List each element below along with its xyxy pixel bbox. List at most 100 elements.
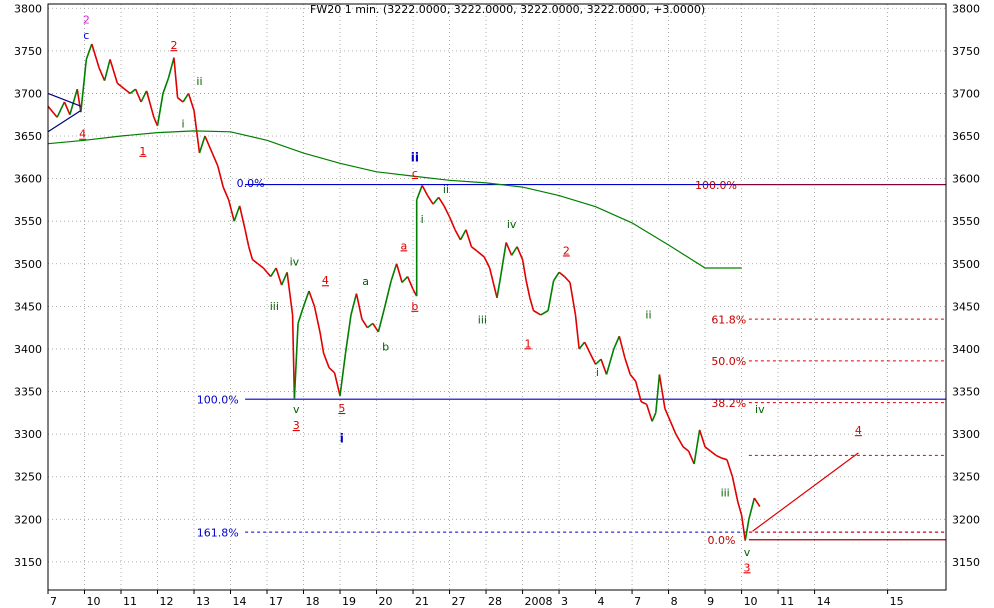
price-segment bbox=[540, 309, 549, 316]
y-tick-label-left: 3450 bbox=[14, 300, 42, 313]
price-segment bbox=[233, 205, 241, 222]
price-segment bbox=[182, 93, 190, 103]
y-tick-label-right: 3150 bbox=[952, 556, 980, 569]
price-segment bbox=[322, 352, 330, 368]
price-segment bbox=[177, 97, 184, 103]
price-segment bbox=[533, 309, 542, 316]
price-segment bbox=[63, 101, 71, 116]
price-segment bbox=[664, 408, 672, 422]
price-segment bbox=[629, 374, 637, 382]
price-segment bbox=[361, 318, 369, 329]
price-segment bbox=[286, 272, 294, 315]
price-segment bbox=[280, 271, 288, 286]
x-tick-label: 10 bbox=[87, 595, 101, 608]
wave-label: ii bbox=[196, 75, 202, 88]
y-tick-label-left: 3700 bbox=[14, 87, 42, 100]
price-segment bbox=[339, 353, 347, 396]
price-segment bbox=[350, 293, 358, 316]
price-segment bbox=[328, 367, 336, 374]
price-segment bbox=[748, 497, 756, 520]
y-tick-label-right: 3750 bbox=[952, 45, 980, 58]
price-segment bbox=[525, 280, 531, 299]
price-segment bbox=[406, 276, 414, 290]
price-segment bbox=[589, 352, 597, 365]
x-tick-label: 2008 bbox=[525, 595, 553, 608]
price-segment bbox=[499, 242, 507, 277]
price-segment bbox=[116, 82, 126, 90]
wave-label: ii bbox=[645, 308, 651, 321]
price-segment bbox=[682, 446, 690, 452]
wave-label: 161.8% bbox=[197, 526, 239, 539]
y-tick-label-right: 3650 bbox=[952, 130, 980, 143]
x-tick-label: 18 bbox=[306, 595, 320, 608]
y-tick-label-right: 3200 bbox=[952, 513, 980, 526]
price-segment bbox=[669, 421, 677, 435]
price-segment bbox=[737, 502, 743, 516]
price-segment bbox=[193, 110, 201, 154]
x-tick-label: 4 bbox=[598, 595, 605, 608]
y-tick-label-right: 3600 bbox=[952, 173, 980, 186]
price-segment bbox=[415, 185, 423, 201]
x-tick-label: 11 bbox=[123, 595, 137, 608]
x-tick-label: 19 bbox=[342, 595, 356, 608]
trend-line bbox=[752, 452, 859, 532]
price-segment bbox=[613, 335, 621, 350]
price-segment bbox=[248, 246, 254, 260]
wave-label: 3 bbox=[744, 561, 751, 574]
grid bbox=[47, 4, 946, 590]
price-segment bbox=[687, 450, 695, 465]
wave-label: 38.2% bbox=[711, 397, 746, 410]
price-segment bbox=[563, 276, 571, 284]
price-segment bbox=[227, 199, 235, 222]
price-segment bbox=[675, 433, 684, 448]
price-segment bbox=[275, 267, 283, 286]
x-tick-label: 9 bbox=[707, 595, 714, 608]
price-segment bbox=[432, 196, 440, 205]
x-tick-label: 7 bbox=[634, 595, 641, 608]
price-segment bbox=[308, 290, 316, 307]
x-tick-label: 14 bbox=[817, 595, 831, 608]
price-segment bbox=[753, 497, 761, 507]
wave-label: a bbox=[362, 275, 369, 288]
y-tick-label-left: 3750 bbox=[14, 45, 42, 58]
price-segment bbox=[173, 57, 179, 98]
y-tick-label-left: 3300 bbox=[14, 428, 42, 441]
price-segment bbox=[483, 256, 491, 269]
price-segment bbox=[216, 165, 224, 188]
price-segment bbox=[372, 322, 380, 333]
y-tick-label-right: 3800 bbox=[952, 2, 980, 15]
price-segment bbox=[85, 43, 93, 60]
axes: 3800 3800 3750 3750 3700 3700 3650 3650 3600 3600… bbox=[14, 2, 980, 608]
wave-label: 3 bbox=[293, 419, 300, 432]
price-segment bbox=[721, 457, 728, 461]
wave-label: c bbox=[412, 167, 418, 180]
moving-average-line bbox=[47, 130, 742, 269]
price-segment bbox=[156, 93, 164, 126]
wave-label: 50.0% bbox=[711, 355, 746, 368]
price-segment bbox=[578, 341, 586, 350]
wave-label: 4 bbox=[322, 274, 329, 287]
price-segment bbox=[162, 77, 170, 94]
price-segment bbox=[574, 314, 580, 350]
price-segment bbox=[510, 246, 518, 256]
wave-label: a bbox=[401, 239, 408, 252]
price-segment bbox=[47, 105, 58, 118]
price-segment bbox=[426, 195, 434, 205]
x-tick-label: 28 bbox=[488, 595, 502, 608]
price-segment bbox=[257, 263, 264, 269]
y-tick-label-right: 3300 bbox=[952, 428, 980, 441]
price-segment bbox=[558, 271, 566, 278]
wave-label: c bbox=[83, 29, 89, 42]
y-tick-label-right: 3450 bbox=[952, 300, 980, 313]
y-tick-label-left: 3500 bbox=[14, 258, 42, 271]
wave-label: 100.0% bbox=[695, 179, 737, 192]
wave-label: 1 bbox=[139, 145, 146, 158]
price-segment bbox=[600, 358, 608, 375]
price-segment bbox=[383, 280, 392, 311]
y-tick-label-right: 3550 bbox=[952, 215, 980, 228]
price-segment bbox=[313, 306, 321, 333]
price-segment bbox=[344, 314, 352, 354]
wave-label: iv bbox=[755, 403, 765, 416]
price-segment bbox=[80, 59, 88, 113]
